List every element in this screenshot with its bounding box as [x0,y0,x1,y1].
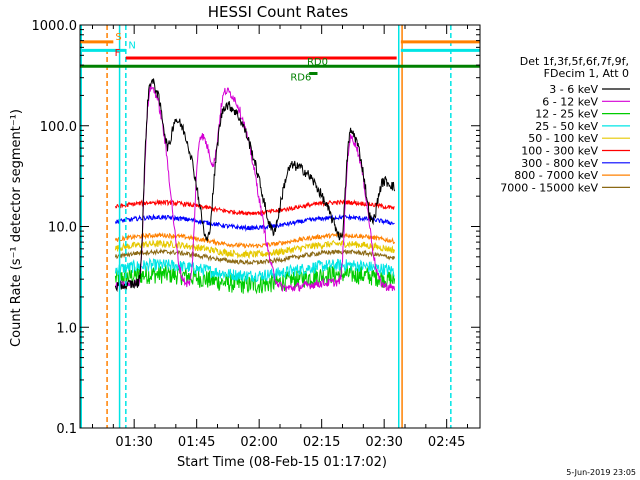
y-axis-label: Count Rate (s⁻¹ detector segment⁻¹) [9,109,24,347]
series-line [114,198,395,216]
series-line [114,78,396,293]
flag-label: RD6 [290,73,311,84]
x-tick-label: 01:30 [115,435,152,450]
series-line [114,247,396,266]
y-ticks: 0.1 1.0 10.0 100.0 1000.0 [32,19,480,437]
x-ticks: 01:30 01:45 02:00 02:15 02:30 02:45 [92,25,468,450]
legend-label: 25 - 50 keV [535,120,598,133]
x-tick-label: 02:45 [428,435,465,450]
series-line [114,213,395,232]
x-tick-label: 02:00 [240,435,277,450]
chart-title: HESSI Count Rates [208,3,349,21]
series-line [114,238,396,260]
legend: Det 1f,3f,5f,6f,7f,9f,FDecim 1, Att 0 3 -… [500,55,630,194]
legend-header: Det 1f,3f,5f,6f,7f,9f, [520,55,629,68]
y-tick-label: 1.0 [56,321,77,336]
legend-label: 300 - 800 keV [521,157,598,170]
flag-label: S [115,32,121,43]
flag-label: F [115,48,121,59]
series-line [114,257,395,283]
legend-label: 7000 - 15000 keV [500,181,598,194]
x-tick-label: 02:15 [303,435,340,450]
y-tick-label: 1000.0 [32,19,78,34]
y-tick-label: 0.1 [56,422,77,437]
series-line [114,264,396,295]
flag-label: N [128,40,135,51]
legend-label: 6 - 12 keV [542,95,598,108]
x-tick-label: 01:45 [178,435,215,450]
x-tick-label: 02:30 [365,435,402,450]
vertical-markers [80,25,452,428]
flag-label: RD0 [307,57,328,68]
y-tick-label: 10.0 [48,221,77,236]
flag-bars: SNF RD0 RD6 [80,32,480,84]
x-axis-label: Start Time (08-Feb-15 01:17:02) [177,455,387,470]
plot-frame [79,24,481,429]
legend-label: 50 - 100 keV [528,132,598,145]
legend-header: FDecim 1, Att 0 [544,67,629,80]
legend-label: 12 - 25 keV [535,108,598,121]
legend-label: 3 - 6 keV [549,83,598,96]
y-tick-label: 100.0 [40,120,77,135]
series-layer [114,78,396,295]
series-line [114,232,396,249]
legend-label: 800 - 7000 keV [514,169,598,182]
footer-timestamp: 5-Jun-2019 23:05 [566,468,636,477]
legend-label: 100 - 300 keV [521,145,598,158]
